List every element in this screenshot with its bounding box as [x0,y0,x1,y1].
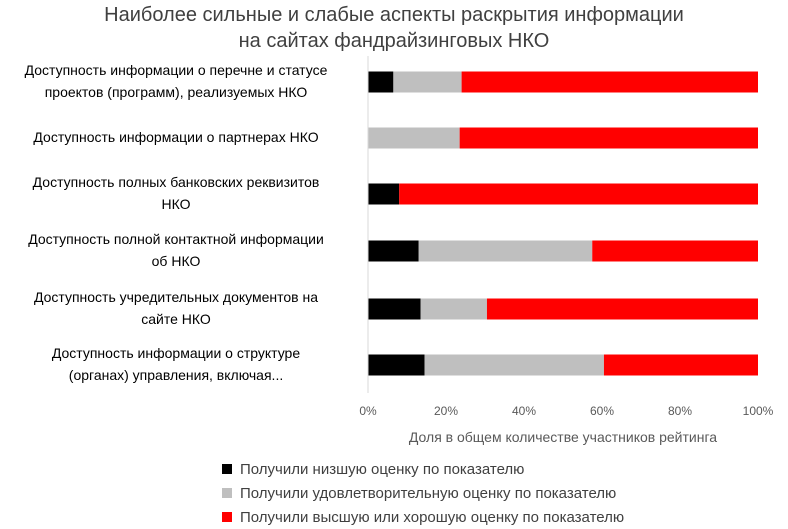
category-label-line: Доступность учредительных документов на [33,289,319,305]
legend-label: Получили удовлетворительную оценку по по… [240,485,617,502]
x-tick-label: 100% [742,404,774,418]
category-label-line: проектов (программ), реализуемых НКО [44,84,308,100]
category-label-line: Доступность информации о перечне и стату… [24,62,328,78]
x-tick-label: 60% [589,404,615,418]
bar-segment-s1-c1 [368,71,394,93]
bar-segment-s1-c6 [368,354,425,376]
category-label-5: Доступность учредительных документов на с… [0,286,356,330]
x-tick-label: 20% [433,404,459,418]
chart-title-line-1: Наиболее сильные и слабые аспекты раскры… [104,4,684,26]
bar-segment-s3-c6 [603,354,758,376]
legend-swatch [222,512,232,523]
x-tick-label: 0% [359,404,377,418]
bar-segment-s2-c5 [420,298,487,320]
category-label-line: Доступность информации о партнерах НКО [33,129,319,145]
bar-segment-s1-c4 [368,240,419,262]
x-tick-label: 80% [667,404,693,418]
bar-segment-s2-c2 [368,127,460,149]
legend-label: Получили высшую или хорошую оценку по по… [240,509,625,526]
bar-segment-s3-c3 [399,183,758,205]
bar-segment-s2-c6 [424,354,604,376]
category-label-4: Доступность полной контактной информации… [0,228,356,272]
chart-title-line-2: на сайтах фандрайзинговых НКО [238,30,550,52]
bar-segment-s3-c1 [461,71,758,93]
bar-segment-s1-c5 [368,298,421,320]
bar-segment-s3-c4 [592,240,758,262]
bar-segment-s1-c3 [368,183,400,205]
legend-item-3: Получили высшую или хорошую оценку по по… [222,509,624,529]
x-tick-label: 40% [511,404,537,418]
category-label-2: Доступность информации о партнерах НКО [0,126,356,148]
category-label-1: Доступность информации о перечне и стату… [0,59,356,103]
category-label-line: Доступность полной контактной информации [28,231,324,247]
x-axis-title: Доля в общем количестве участников рейти… [408,429,718,445]
legend-swatch [222,464,232,475]
legend-item-2: Получили удовлетворительную оценку по по… [222,485,616,505]
bar-segment-s2-c1 [393,71,462,93]
category-label-line: сайте НКО [141,311,211,327]
legend-swatch [222,488,232,499]
bar-segment-s3-c2 [459,127,758,149]
bar-segment-s3-c5 [486,298,758,320]
legend-item-1: Получили низшую оценку по показателю [222,461,524,481]
legend-label: Получили низшую оценку по показателю [240,461,525,478]
category-label-line: Доступность полных банковских реквизитов [32,174,320,190]
category-label-3: Доступность полных банковских реквизитов… [0,171,356,215]
category-label-line: (органах) управления, включая... [68,367,284,383]
category-label-line: НКО [161,196,191,212]
category-label-line: об НКО [151,253,201,269]
category-label-6: Доступность информации о структуре (орган… [0,342,356,386]
bar-segment-s2-c4 [418,240,593,262]
category-label-line: Доступность информации о структуре [51,345,301,361]
